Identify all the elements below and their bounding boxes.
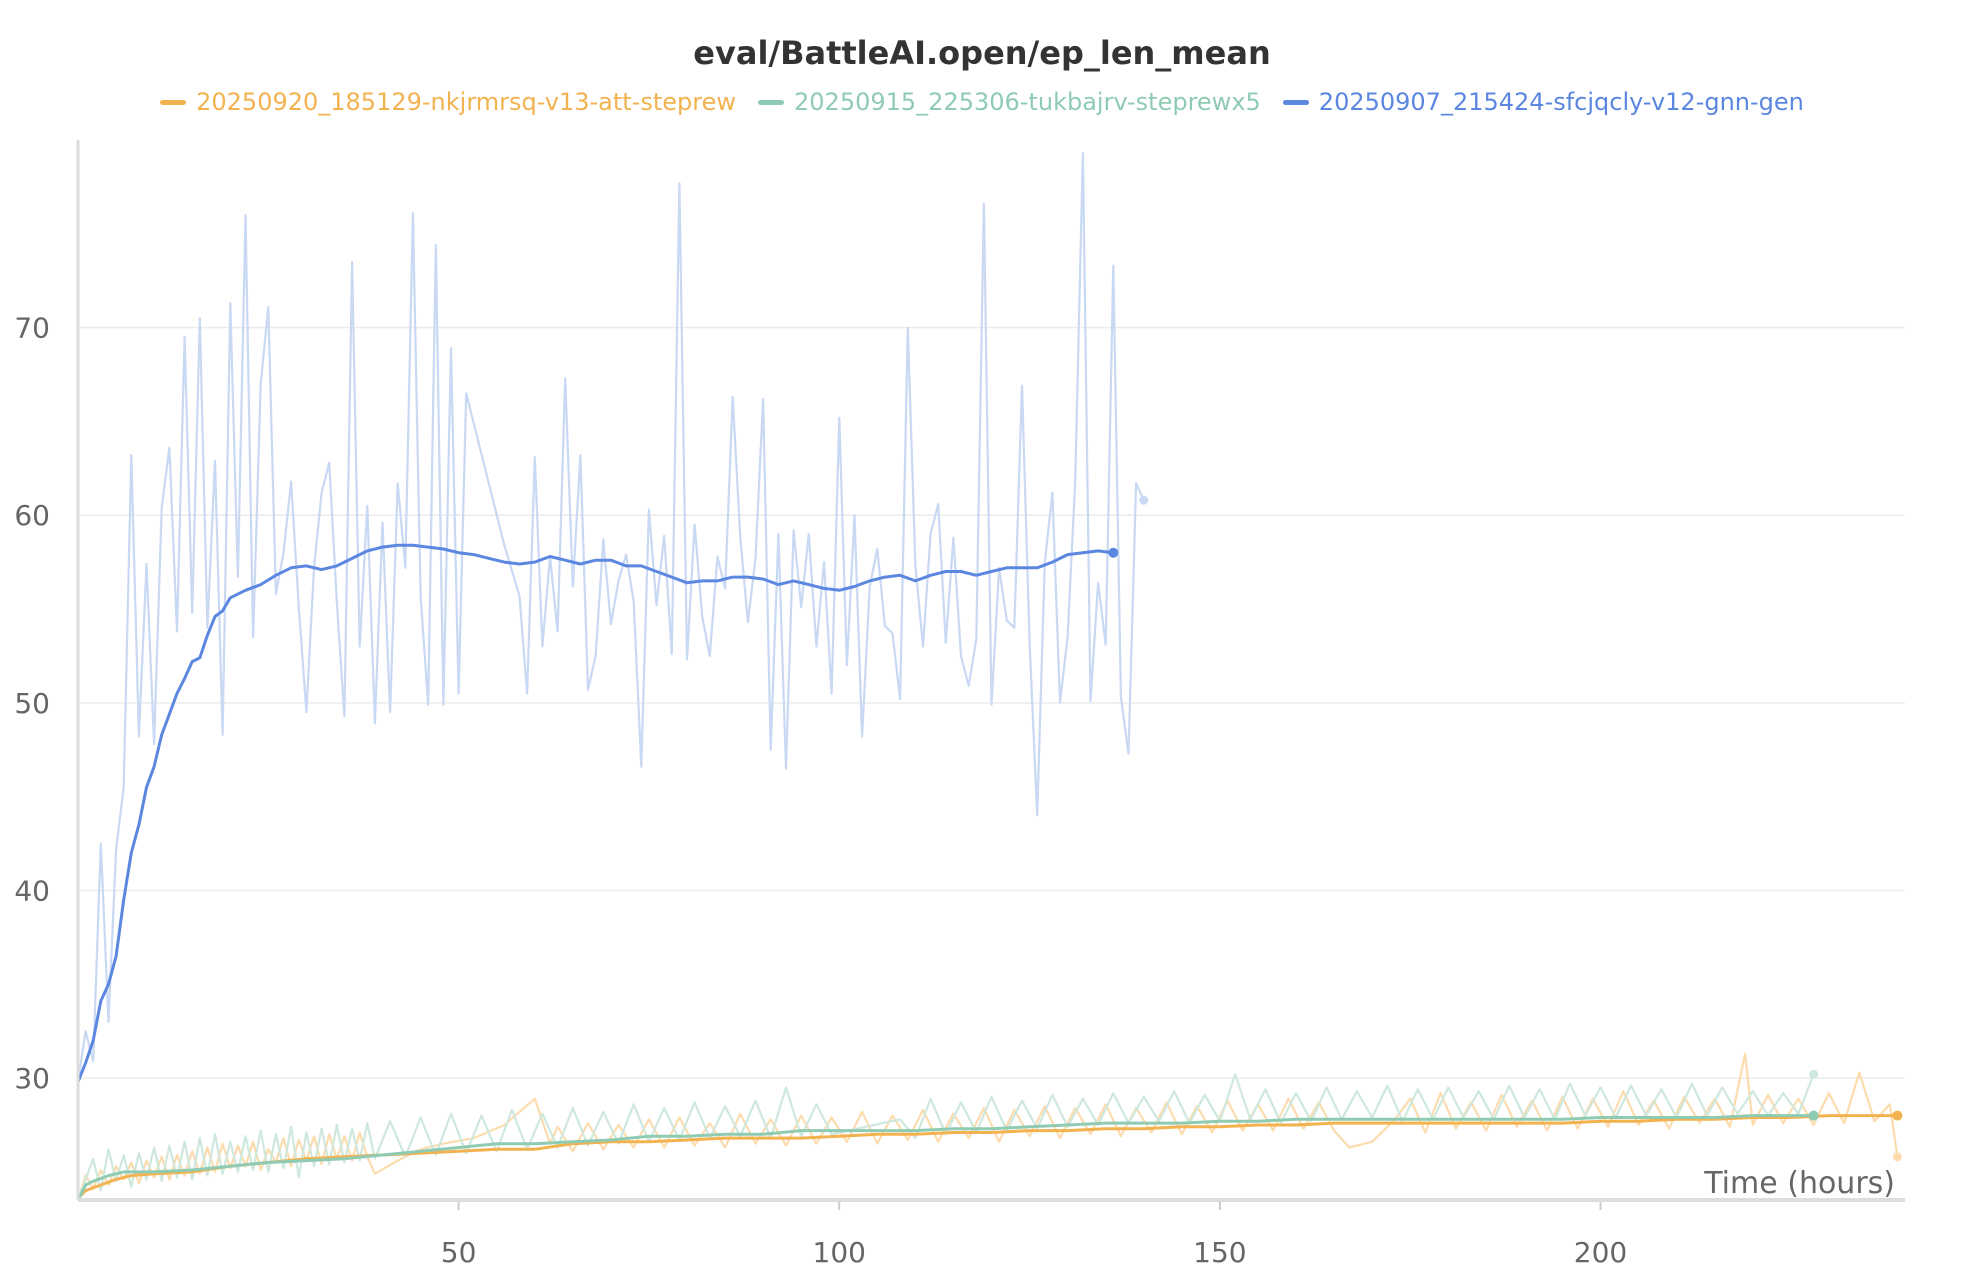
x-tick-label-50: 50 — [441, 1236, 477, 1269]
legend-label-series-1: 20250915_225306-tukbajrv-steprewx5 — [794, 88, 1261, 116]
y-tick-label-60: 60 — [14, 499, 50, 532]
legend-swatch-series-2 — [1282, 99, 1309, 105]
raw-line-series-0 — [76, 1052, 1899, 1201]
x-tick-label-100: 100 — [813, 1236, 866, 1269]
x-tick-label-150: 150 — [1193, 1236, 1246, 1269]
legend-label-series-2: 20250907_215424-sfcjqcly-v12-gnn-gen — [1318, 88, 1804, 116]
legend-item-series-2[interactable]: 20250907_215424-sfcjqcly-v12-gnn-gen — [1282, 88, 1804, 116]
smoothed-line-series-1 — [76, 1114, 1814, 1201]
x-axis-title: Time (hours) — [1703, 1166, 1895, 1201]
tick-labels: 30 40 50 60 70 50 100 150 200 — [14, 312, 1627, 1269]
end-point-series-0 — [1892, 1110, 1903, 1121]
y-tick-label-30: 30 — [14, 1062, 50, 1095]
raw-line-series-1 — [76, 1073, 1815, 1201]
smoothed-line-series-2 — [76, 543, 1114, 1083]
x-tick-label-200: 200 — [1574, 1236, 1627, 1269]
axes — [76, 140, 1905, 1210]
y-tick-label-50: 50 — [14, 687, 50, 720]
end-point-series-2 — [1108, 547, 1119, 558]
chart-title: eval/BattleAI.open/ep_len_mean — [693, 34, 1271, 72]
series-end-points — [1108, 495, 1903, 1162]
raw-end-point-series-1 — [1809, 1069, 1819, 1079]
end-point-series-1 — [1808, 1110, 1819, 1121]
legend-label-series-0: 20250920_185129-nkjrmrsq-v13-att-steprew — [196, 88, 737, 116]
y-tick-label-70: 70 — [14, 312, 50, 345]
raw-line-series-2 — [76, 152, 1145, 1082]
legend-item-series-0[interactable]: 20250920_185129-nkjrmrsq-v13-att-steprew — [160, 88, 736, 116]
y-tick-label-40: 40 — [14, 874, 50, 907]
legend-swatch-series-1 — [758, 99, 785, 105]
raw-end-point-series-0 — [1892, 1152, 1902, 1162]
smoothed-series-lines — [76, 543, 1898, 1201]
legend-swatch-series-0 — [160, 99, 187, 105]
raw-series-lines — [76, 152, 1899, 1201]
chart-legend: 20250920_185129-nkjrmrsq-v13-att-steprew… — [0, 88, 1964, 116]
raw-end-point-series-2 — [1139, 495, 1149, 505]
legend-item-series-1[interactable]: 20250915_225306-tukbajrv-steprewx5 — [758, 88, 1261, 116]
